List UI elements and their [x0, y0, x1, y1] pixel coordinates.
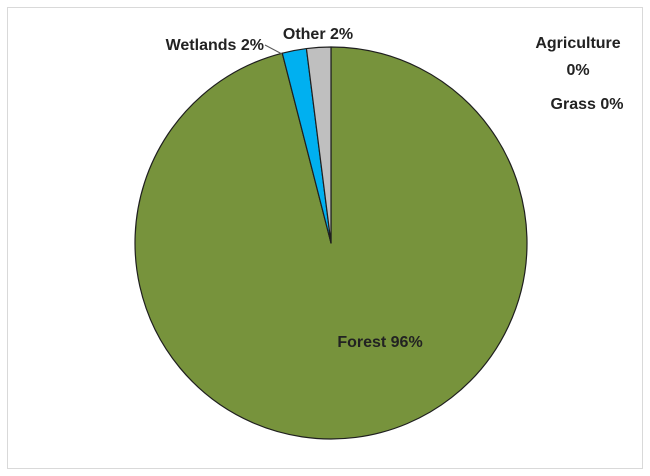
- data-label-grass: Grass 0%: [551, 96, 624, 113]
- data-label-agriculture: Agriculture: [535, 35, 620, 52]
- wetlands-leader-line: [264, 44, 283, 55]
- data-label-agriculture-value: 0%: [566, 62, 589, 79]
- data-label-other: Other 2%: [283, 26, 353, 43]
- pie-slice-other: [305, 46, 332, 244]
- data-label-wetlands: Wetlands 2%: [166, 37, 264, 54]
- data-label-forest: Forest 96%: [337, 334, 422, 351]
- pie-slices: [134, 46, 528, 440]
